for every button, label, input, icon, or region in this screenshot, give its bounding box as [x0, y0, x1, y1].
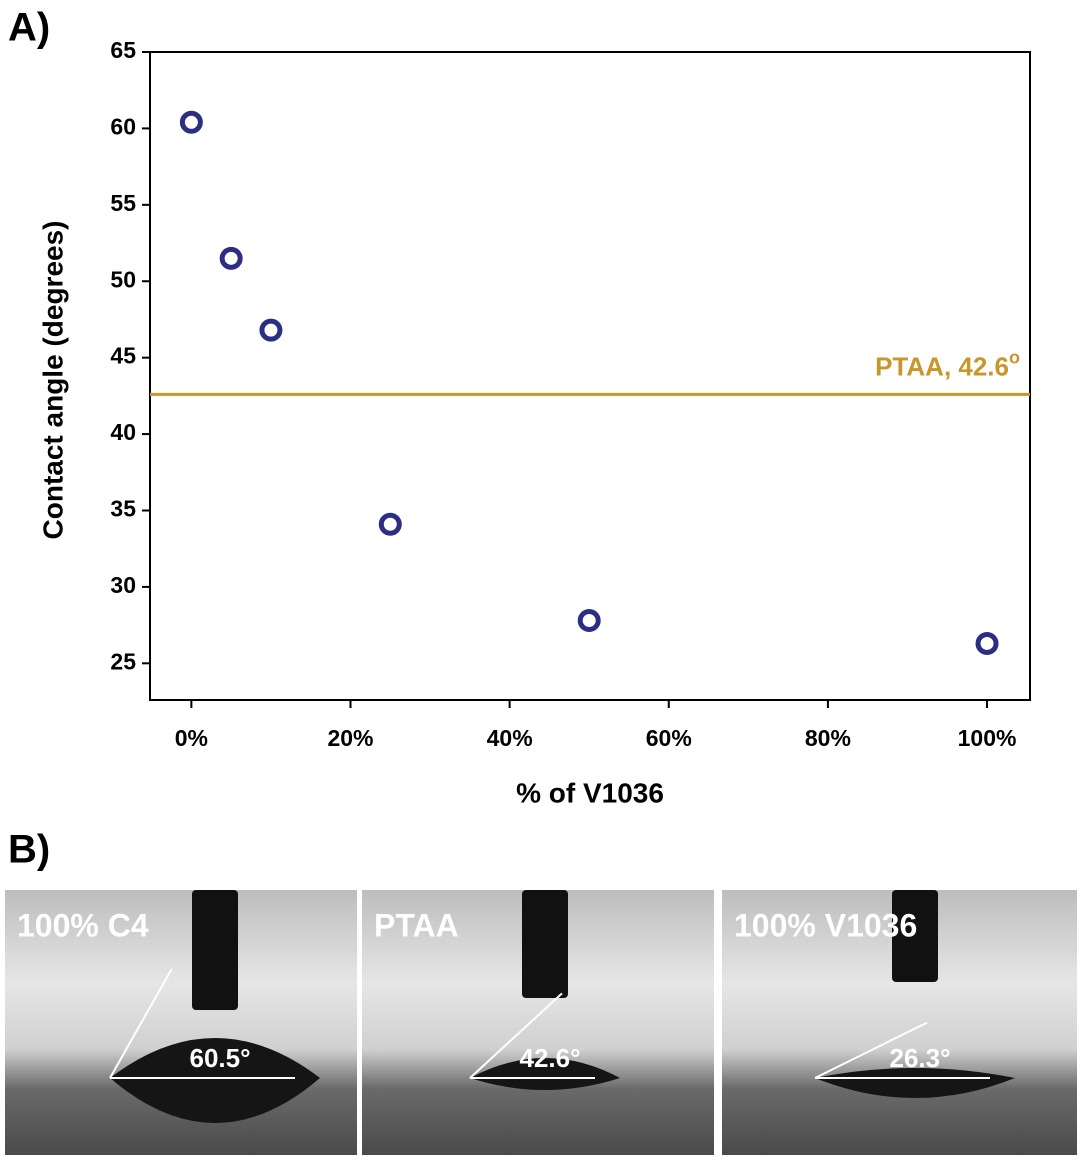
panel-label: B): [8, 828, 50, 872]
y-tick-label: 40: [110, 419, 136, 445]
point: [975, 631, 999, 655]
y-tick-label: 45: [110, 343, 136, 369]
tangent: [109, 968, 173, 1079]
reference-label-text: PTAA, 42.6: [875, 351, 1009, 381]
plot-frame: [149, 51, 1031, 701]
tangent: [814, 1021, 928, 1079]
x-tick-label: 100%: [958, 725, 1017, 751]
y-tick-label: 65: [110, 37, 136, 63]
droplet: [815, 1068, 1015, 1098]
tangent: [469, 992, 563, 1079]
point: [378, 512, 402, 536]
x-tick-label: 0%: [175, 725, 208, 751]
point: [179, 110, 203, 134]
x-tick-label: 40%: [487, 725, 533, 751]
y-tick-label: 60: [110, 113, 136, 139]
panel-label: A): [8, 6, 50, 50]
point: [219, 246, 243, 270]
needle: [892, 890, 938, 982]
angle-label: 26.3°: [889, 1043, 950, 1073]
photo-label: 100% C4: [17, 907, 149, 943]
reference-label: PTAA, 42.6o: [875, 347, 1020, 381]
y-tick-label: 55: [110, 190, 136, 216]
x-tick-label: 60%: [646, 725, 692, 751]
photo-label: 100% V1036: [734, 907, 917, 943]
needle: [522, 890, 568, 998]
point: [577, 609, 601, 633]
needle: [192, 890, 238, 1010]
droplet: [110, 1038, 320, 1123]
point: [259, 318, 283, 342]
angle-label: 60.5°: [189, 1043, 250, 1073]
angle-label: 42.6°: [519, 1043, 580, 1073]
reference-label-sup: o: [1009, 347, 1020, 367]
y-tick-label: 35: [110, 496, 136, 522]
x-axis-title: % of V1036: [516, 777, 664, 808]
y-tick-label: 25: [110, 648, 136, 674]
x-tick-label: 80%: [805, 725, 851, 751]
droplet: [470, 1058, 620, 1090]
x-tick-label: 20%: [327, 725, 373, 751]
y-tick-label: 50: [110, 266, 136, 292]
y-tick-label: 30: [110, 572, 136, 598]
y-axis-title: Contact angle (degrees): [37, 221, 68, 540]
photo-label: PTAA: [374, 907, 459, 943]
